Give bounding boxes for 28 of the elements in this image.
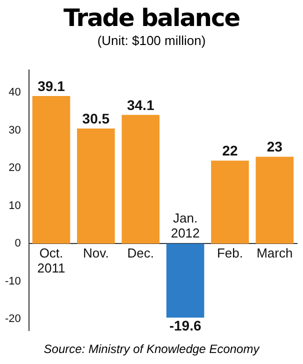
- chart-subtitle: (Unit: $100 million): [96, 33, 207, 48]
- x-tick-label: Feb.: [216, 246, 243, 261]
- data-label: 30.5: [82, 110, 110, 126]
- data-label: 39.1: [38, 78, 66, 94]
- bar: [32, 96, 70, 244]
- data-label: 22: [222, 142, 238, 158]
- bar: [256, 156, 294, 244]
- y-tick-label: -20: [4, 313, 21, 326]
- bar: [122, 114, 160, 244]
- data-label: -19.6: [169, 317, 202, 334]
- chart-title: Trade balance: [62, 4, 240, 32]
- bar: [77, 128, 115, 244]
- bar: [211, 160, 249, 244]
- data-label: 23: [266, 138, 283, 155]
- x-tick-label: Oct. 2011: [37, 246, 66, 276]
- x-tick-label: Dec.: [127, 246, 154, 261]
- y-tick-label: 40: [8, 86, 21, 99]
- y-tick-label: -10: [4, 275, 21, 288]
- y-tick-label: 0: [14, 238, 21, 250]
- y-tick-label: 30: [8, 124, 21, 136]
- y-tick-label: 10: [8, 200, 21, 212]
- x-tick-label: Nov.: [83, 246, 109, 261]
- data-label: 34.1: [126, 96, 154, 113]
- bar: [166, 244, 204, 318]
- y-tick-label: 20: [8, 162, 21, 174]
- x-tick-label: March: [256, 246, 293, 261]
- x-tick-label: Jan. 2012: [170, 210, 200, 241]
- source-note: Source: Ministry of Knowledge Economy: [42, 342, 261, 356]
